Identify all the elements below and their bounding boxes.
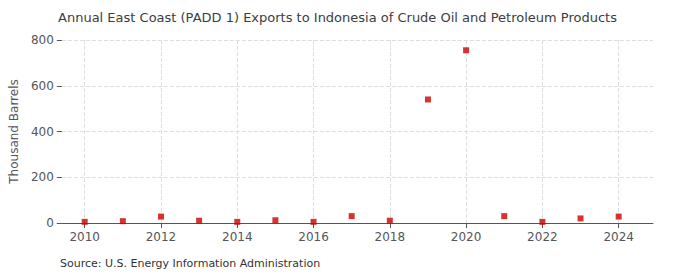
svg-text:2010: 2010 <box>69 230 100 244</box>
svg-text:2016: 2016 <box>298 230 329 244</box>
svg-text:200: 200 <box>31 170 54 184</box>
svg-text:0: 0 <box>46 216 54 230</box>
svg-text:2020: 2020 <box>451 230 482 244</box>
svg-text:2022: 2022 <box>527 230 558 244</box>
svg-text:Annual East Coast (PADD 1) Exp: Annual East Coast (PADD 1) Exports to In… <box>58 10 617 25</box>
svg-text:2024: 2024 <box>603 230 634 244</box>
svg-text:Thousand Barrels: Thousand Barrels <box>7 79 21 184</box>
svg-text:600: 600 <box>31 79 54 93</box>
svg-text:800: 800 <box>31 33 54 47</box>
svg-text:Source: U.S. Energy Informatio: Source: U.S. Energy Information Administ… <box>60 257 320 270</box>
svg-text:2018: 2018 <box>375 230 406 244</box>
svg-text:2014: 2014 <box>222 230 253 244</box>
svg-text:400: 400 <box>31 125 54 139</box>
svg-text:2012: 2012 <box>146 230 177 244</box>
